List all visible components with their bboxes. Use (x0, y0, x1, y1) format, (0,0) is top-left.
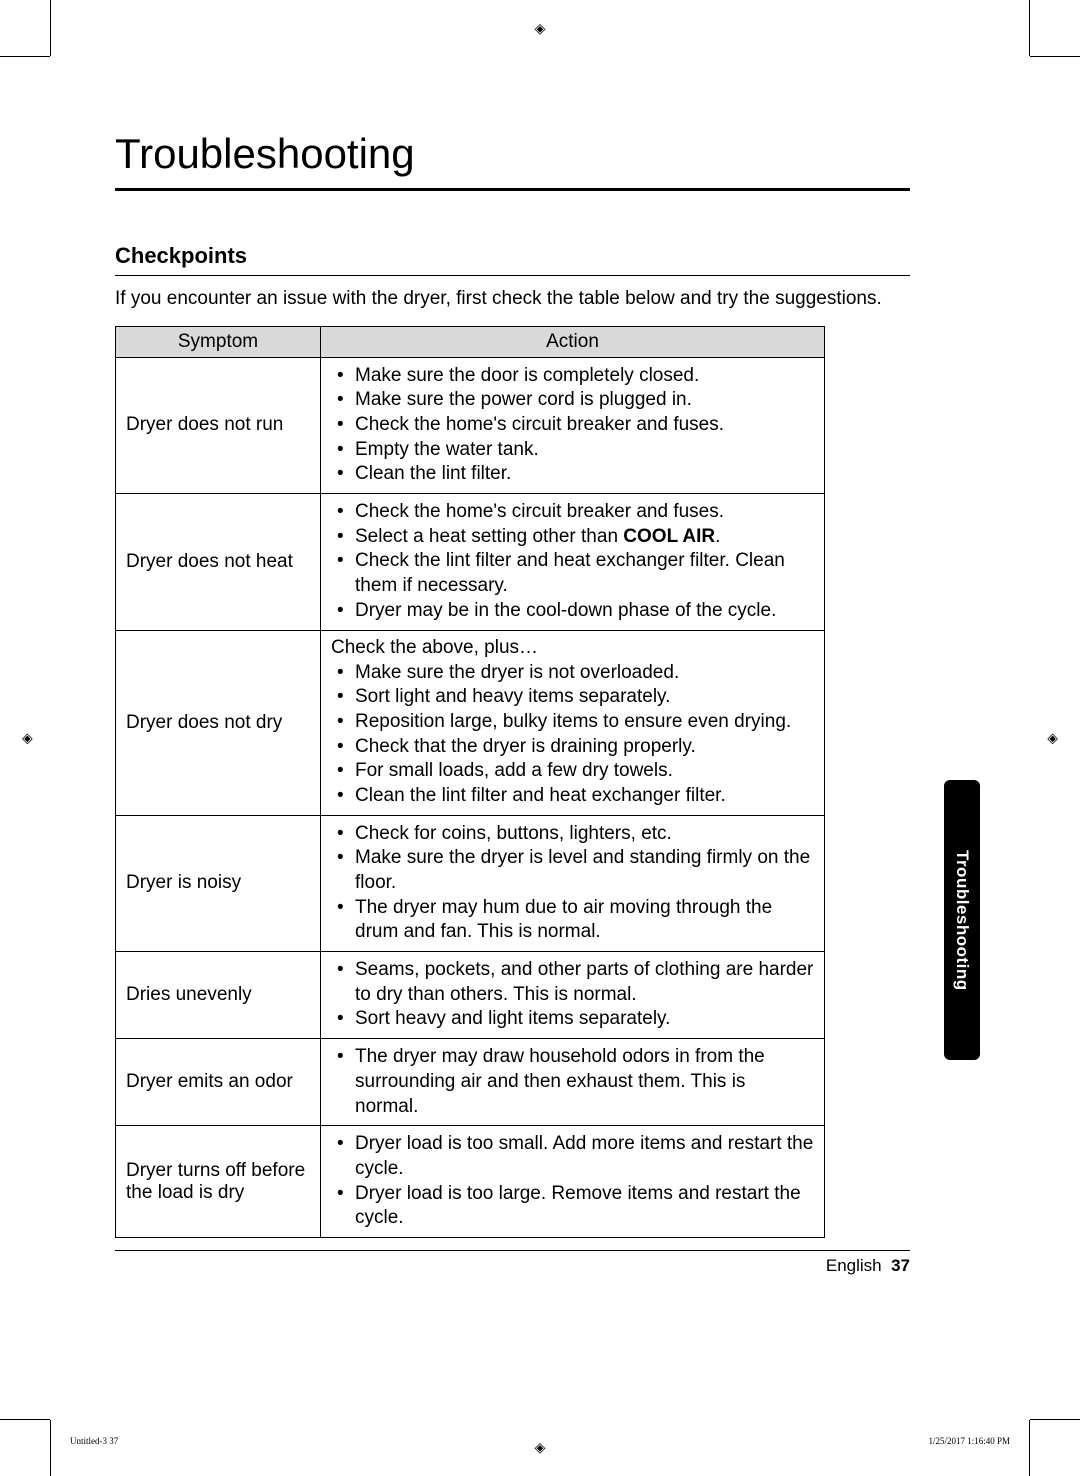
table-cell-action: Check the above, plus…Make sure the drye… (321, 630, 825, 815)
action-item: Dryer load is too small. Add more items … (331, 1132, 814, 1181)
page-title: Troubleshooting (115, 130, 910, 191)
crop-mark (1029, 0, 1030, 56)
section-heading: Checkpoints (115, 243, 910, 276)
table-cell-action: Seams, pockets, and other parts of cloth… (321, 952, 825, 1039)
crop-mark (50, 1420, 51, 1476)
action-item: Dryer may be in the cool-down phase of t… (331, 599, 814, 624)
crop-mark (1030, 56, 1080, 57)
registration-mark-right: ◈ (1047, 730, 1058, 747)
table-cell-action: Check for coins, buttons, lighters, etc.… (321, 815, 825, 951)
side-tab-label: Troubleshooting (952, 850, 972, 991)
footer-page-number: 37 (891, 1256, 910, 1275)
registration-mark-top: ◈ (535, 20, 546, 37)
footer-language: English (826, 1256, 882, 1275)
table-cell-action: Make sure the door is completely closed.… (321, 357, 825, 493)
intro-text: If you encounter an issue with the dryer… (115, 286, 910, 312)
action-item: For small loads, add a few dry towels. (331, 759, 814, 784)
action-item: Make sure the dryer is not overloaded. (331, 661, 814, 686)
table-cell-symptom: Dryer does not run (116, 357, 321, 493)
action-item: Empty the water tank. (331, 438, 814, 463)
troubleshooting-table: Symptom Action Dryer does not runMake su… (115, 326, 825, 1238)
action-list: Check for coins, buttons, lighters, etc.… (331, 822, 814, 945)
slug-left: Untitled-3 37 (70, 1436, 118, 1446)
table-cell-symptom: Dries unevenly (116, 952, 321, 1039)
table-cell-symptom: Dryer does not heat (116, 494, 321, 630)
action-list: The dryer may draw household odors in fr… (331, 1045, 814, 1119)
action-list: Make sure the dryer is not overloaded.So… (331, 661, 814, 809)
slug-right: 1/25/2017 1:16:40 PM (928, 1436, 1010, 1446)
action-list: Dryer load is too small. Add more items … (331, 1132, 814, 1231)
footer-rule (115, 1250, 910, 1251)
action-item: Seams, pockets, and other parts of cloth… (331, 958, 814, 1007)
action-list: Check the home's circuit breaker and fus… (331, 500, 814, 623)
action-item: Check the lint filter and heat exchanger… (331, 549, 814, 598)
action-item: Sort heavy and light items separately. (331, 1007, 814, 1032)
action-item: Clean the lint filter. (331, 462, 814, 487)
action-list: Seams, pockets, and other parts of cloth… (331, 958, 814, 1032)
crop-mark (0, 56, 50, 57)
action-item: Make sure the dryer is level and standin… (331, 846, 814, 895)
action-item: Check the home's circuit breaker and fus… (331, 500, 814, 525)
crop-mark (0, 1419, 50, 1420)
registration-mark-bottom: ◈ (535, 1439, 546, 1456)
action-item: Check that the dryer is draining properl… (331, 735, 814, 760)
table-cell-action: Check the home's circuit breaker and fus… (321, 494, 825, 630)
table-header-symptom: Symptom (116, 326, 321, 357)
action-item: Make sure the power cord is plugged in. (331, 388, 814, 413)
crop-mark (50, 0, 51, 56)
table-cell-symptom: Dryer is noisy (116, 815, 321, 951)
footer-text: English 37 (826, 1256, 910, 1276)
action-item: The dryer may hum due to air moving thro… (331, 896, 814, 945)
table-header-action: Action (321, 326, 825, 357)
action-item: Check for coins, buttons, lighters, etc. (331, 822, 814, 847)
crop-mark (1029, 1420, 1030, 1476)
action-item: Dryer load is too large. Remove items an… (331, 1182, 814, 1231)
crop-mark (1030, 1419, 1080, 1420)
registration-mark-left: ◈ (22, 730, 33, 747)
action-lead: Check the above, plus… (331, 637, 814, 659)
side-tab: Troubleshooting (944, 780, 980, 1060)
action-item: The dryer may draw household odors in fr… (331, 1045, 814, 1119)
action-item: Check the home's circuit breaker and fus… (331, 413, 814, 438)
table-cell-symptom: Dryer turns off before the load is dry (116, 1126, 321, 1238)
action-list: Make sure the door is completely closed.… (331, 364, 814, 487)
action-item: Reposition large, bulky items to ensure … (331, 710, 814, 735)
action-item: Sort light and heavy items separately. (331, 685, 814, 710)
table-cell-symptom: Dryer does not dry (116, 630, 321, 815)
action-item: Select a heat setting other than COOL AI… (331, 525, 814, 550)
action-item: Make sure the door is completely closed. (331, 364, 814, 389)
table-cell-action: Dryer load is too small. Add more items … (321, 1126, 825, 1238)
table-cell-symptom: Dryer emits an odor (116, 1039, 321, 1126)
table-cell-action: The dryer may draw household odors in fr… (321, 1039, 825, 1126)
action-item: Clean the lint filter and heat exchanger… (331, 784, 814, 809)
